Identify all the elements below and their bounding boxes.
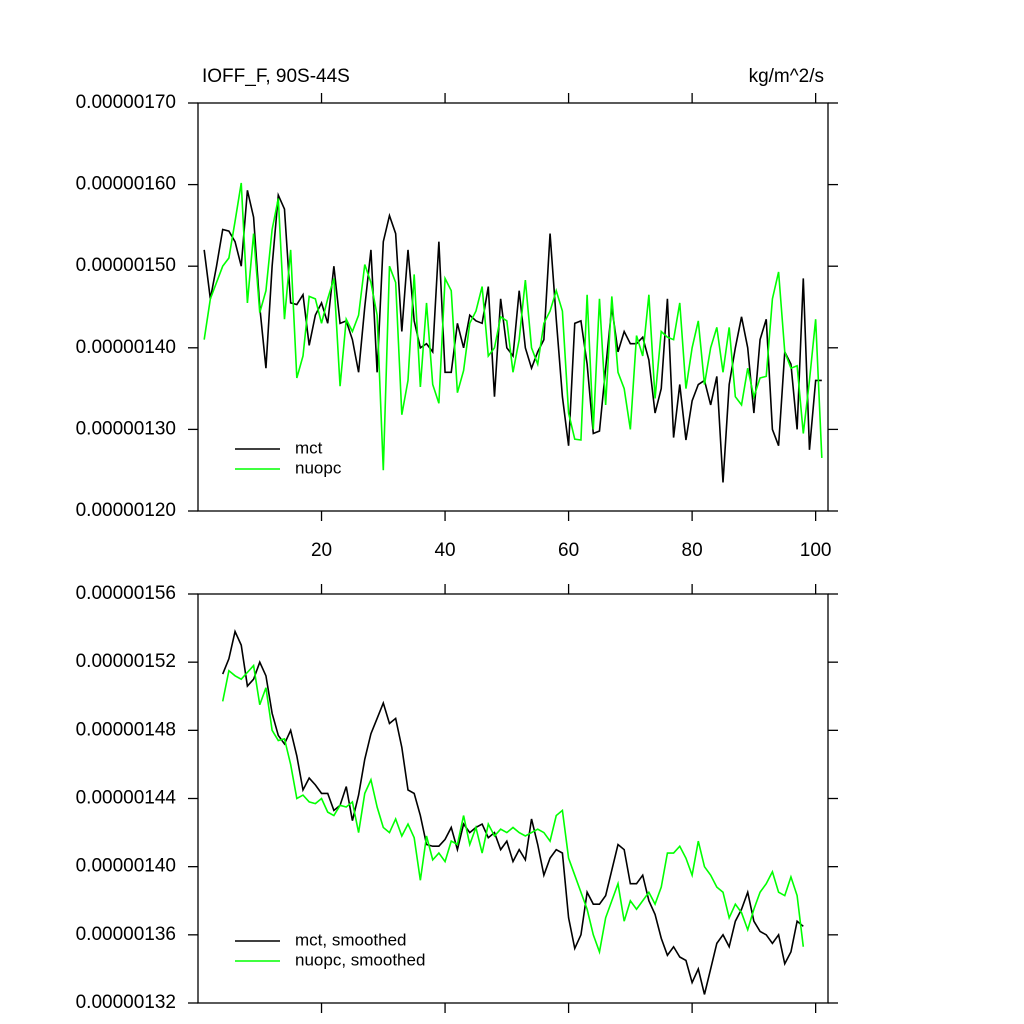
y-tick-label: 0.00000156	[76, 583, 176, 604]
plot-frame	[197, 102, 829, 512]
series-line	[203, 190, 822, 483]
y-tick-label: 0.00000152	[76, 651, 176, 672]
y-tick-label: 0.00000136	[76, 924, 176, 945]
y-tick-label: 0.00000160	[76, 174, 176, 195]
y-tick-label: 0.00000150	[76, 255, 176, 276]
y-tick-label: 0.00000140	[76, 856, 176, 877]
x-tick-label: 60	[558, 540, 579, 561]
x-tick-label: 100	[800, 540, 832, 561]
y-tick-label: 0.00000170	[76, 92, 176, 113]
legend-label: nuopc, smoothed	[295, 950, 425, 969]
legend-label: mct	[295, 438, 323, 457]
x-tick-label: 40	[434, 540, 455, 561]
plot-frame	[197, 593, 829, 1004]
units-label: kg/m^2/s	[749, 66, 824, 87]
y-tick-label: 0.00000132	[76, 992, 176, 1013]
y-tick-label: 0.00000140	[76, 337, 176, 358]
y-tick-label: 0.00000120	[76, 500, 176, 521]
y-tick-label: 0.00000148	[76, 719, 176, 740]
legend-label: nuopc	[295, 458, 342, 477]
y-tick-label: 0.00000144	[76, 788, 177, 809]
series-line	[221, 628, 804, 995]
chart-title: IOFF_F, 90S-44S	[202, 66, 350, 87]
x-tick-label: 80	[682, 540, 703, 561]
legend-label: mct, smoothed	[295, 930, 407, 949]
x-tick-label: 20	[311, 540, 332, 561]
y-tick-label: 0.00000130	[76, 418, 176, 439]
series-line	[221, 663, 805, 955]
series-line	[203, 182, 823, 471]
